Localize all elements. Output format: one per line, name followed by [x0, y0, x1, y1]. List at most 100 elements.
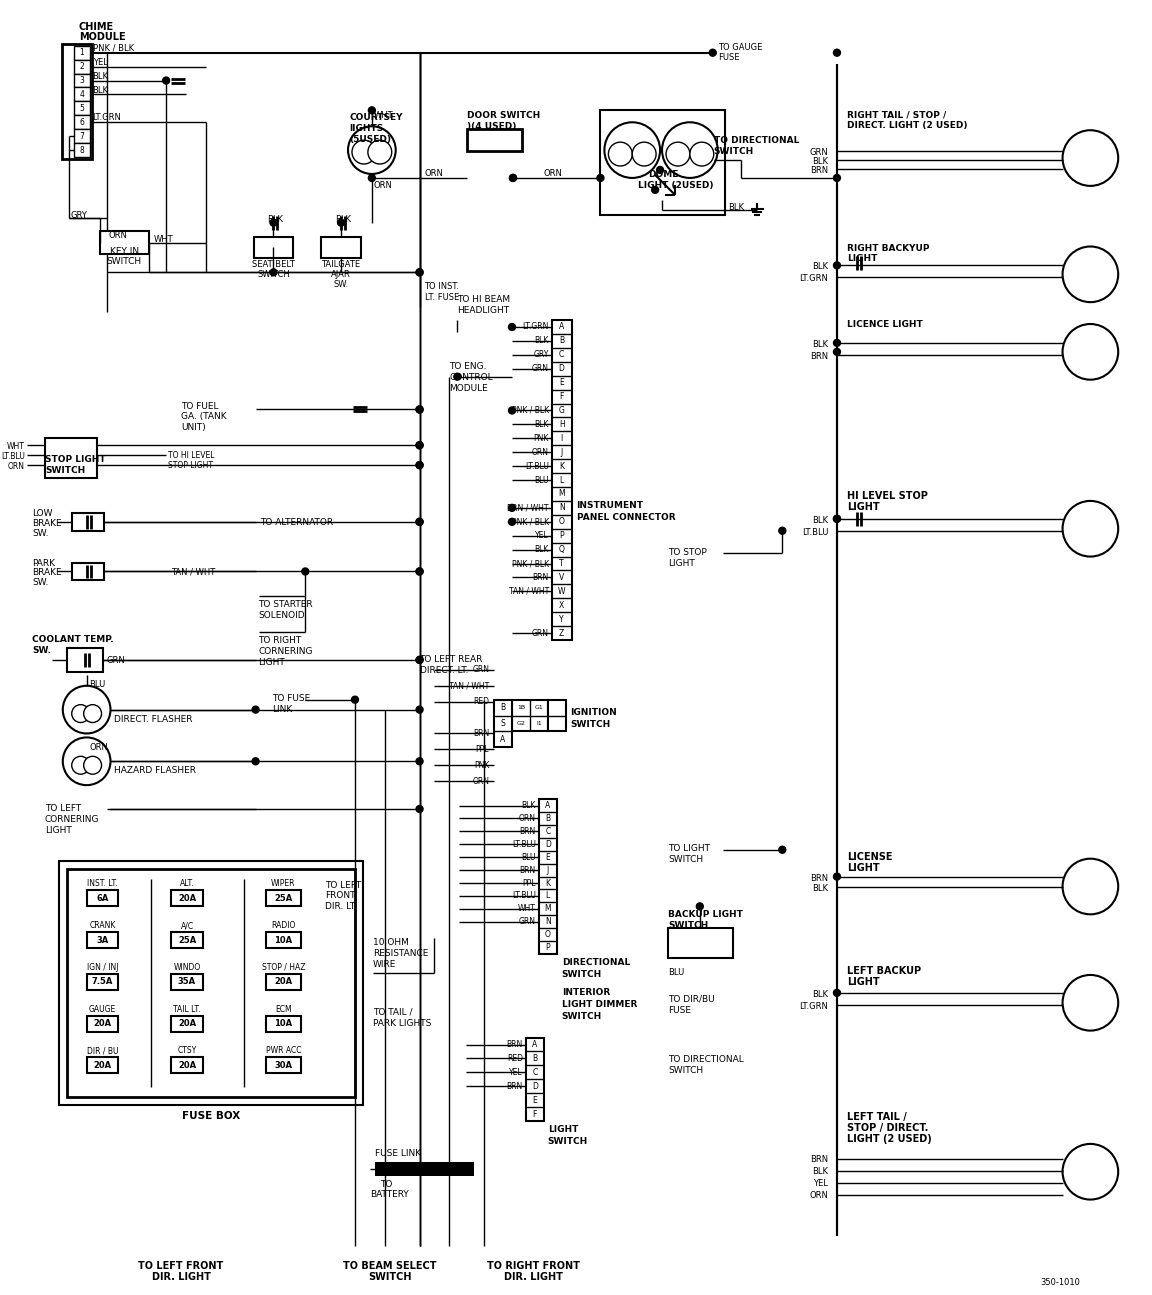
Text: E: E: [560, 378, 564, 387]
Text: C: C: [532, 1068, 538, 1077]
Text: ORN: ORN: [8, 462, 25, 471]
Text: LIGHT: LIGHT: [258, 658, 286, 667]
Text: 1B: 1B: [517, 704, 525, 710]
Text: LICENCE LIGHT: LICENCE LIGHT: [847, 320, 923, 329]
Text: GAUGE: GAUGE: [89, 1005, 116, 1014]
Text: ORN: ORN: [425, 168, 444, 177]
Text: PANEL CONNECTOR: PANEL CONNECTOR: [577, 513, 675, 522]
Circle shape: [416, 442, 423, 449]
Text: BRN: BRN: [472, 729, 490, 738]
Text: LT. FUSE: LT. FUSE: [425, 293, 458, 302]
Circle shape: [834, 262, 841, 269]
Text: CTSY: CTSY: [177, 1046, 197, 1055]
Circle shape: [351, 697, 358, 703]
Text: LIGHT (2USED): LIGHT (2USED): [638, 181, 714, 190]
Text: T: T: [560, 559, 564, 569]
Bar: [172, 1015, 203, 1032]
Bar: [539, 799, 556, 954]
Circle shape: [71, 704, 90, 723]
Text: K: K: [559, 461, 564, 470]
Circle shape: [1062, 975, 1119, 1031]
Text: (5USED): (5USED): [349, 135, 391, 144]
Text: TO: TO: [380, 1180, 392, 1189]
Text: SWITCH: SWITCH: [562, 1011, 602, 1020]
Text: TO DIRECTIONAL: TO DIRECTIONAL: [668, 1055, 744, 1064]
Circle shape: [252, 706, 259, 714]
Circle shape: [652, 186, 659, 193]
Text: C: C: [559, 351, 564, 359]
Text: BLK: BLK: [522, 802, 536, 809]
Text: SOLENOID: SOLENOID: [258, 611, 305, 620]
Bar: [86, 1015, 119, 1032]
Text: J: J: [547, 865, 548, 874]
Text: lIGHTS: lIGHTS: [349, 124, 384, 133]
Text: GRY: GRY: [533, 351, 548, 359]
Text: LIGHT: LIGHT: [847, 502, 879, 512]
Text: BLU: BLU: [522, 852, 536, 861]
Text: TO DIR/BU: TO DIR/BU: [668, 995, 714, 1004]
Circle shape: [696, 903, 704, 910]
Text: MODULE: MODULE: [78, 32, 126, 41]
Text: TO FUEL: TO FUEL: [181, 401, 219, 411]
Text: L: L: [546, 891, 550, 900]
Bar: [526, 1037, 544, 1121]
Text: TO LEFT: TO LEFT: [45, 804, 81, 813]
Text: PNK: PNK: [473, 760, 490, 769]
Text: TO RIGHT FRONT: TO RIGHT FRONT: [487, 1261, 581, 1272]
Circle shape: [71, 756, 90, 774]
Text: COOLANT TEMP.: COOLANT TEMP.: [32, 635, 114, 644]
Circle shape: [632, 142, 657, 166]
Text: LIGHT: LIGHT: [668, 558, 695, 567]
Text: 20A: 20A: [93, 1061, 112, 1070]
Text: TAN / WHT: TAN / WHT: [508, 587, 548, 596]
Circle shape: [508, 407, 515, 414]
Text: GA. (TANK: GA. (TANK: [181, 413, 227, 421]
Text: TAIL LT.: TAIL LT.: [173, 1005, 200, 1014]
Text: BRN: BRN: [810, 874, 828, 883]
Text: BLK: BLK: [728, 203, 744, 212]
Text: PNK: PNK: [533, 434, 548, 443]
Circle shape: [416, 442, 423, 449]
Text: ORN: ORN: [108, 231, 128, 240]
Text: WHT: WHT: [7, 443, 25, 451]
Circle shape: [416, 569, 423, 575]
Text: D: D: [532, 1081, 538, 1090]
Text: LEFT TAIL /: LEFT TAIL /: [847, 1112, 907, 1121]
Text: DIRECTIONAL: DIRECTIONAL: [562, 958, 630, 967]
Text: 6: 6: [79, 118, 84, 127]
Circle shape: [338, 219, 344, 227]
Bar: [62, 44, 92, 159]
Text: IGNITION: IGNITION: [570, 707, 617, 716]
Text: SWITCH: SWITCH: [668, 1066, 703, 1075]
Circle shape: [252, 758, 259, 765]
Circle shape: [834, 175, 841, 181]
Text: M: M: [545, 904, 551, 913]
Bar: [74, 101, 90, 115]
Text: 10 OHM: 10 OHM: [373, 938, 409, 947]
Text: PPL: PPL: [522, 878, 536, 887]
Text: FUSE BOX: FUSE BOX: [182, 1111, 240, 1121]
Text: DOOR SWITCH: DOOR SWITCH: [468, 111, 540, 120]
Circle shape: [416, 518, 423, 526]
Circle shape: [270, 219, 276, 227]
Circle shape: [657, 167, 664, 174]
Text: 7.5A: 7.5A: [92, 978, 113, 987]
Text: BRN: BRN: [520, 826, 536, 835]
Text: SWITCH: SWITCH: [107, 258, 142, 267]
Text: GRN: GRN: [532, 364, 548, 373]
Circle shape: [416, 657, 423, 663]
Text: ORN: ORN: [518, 815, 536, 822]
Text: K: K: [545, 878, 551, 887]
Text: I: I: [561, 434, 563, 443]
Text: RED: RED: [507, 1054, 523, 1063]
Text: SEAT BELT: SEAT BELT: [252, 260, 295, 269]
Text: 350-1010: 350-1010: [1040, 1278, 1081, 1287]
Circle shape: [63, 737, 111, 785]
Text: SW.: SW.: [32, 528, 48, 537]
Bar: [99, 231, 150, 254]
Bar: [265, 1015, 302, 1032]
Text: TO TAIL /: TO TAIL /: [373, 1008, 412, 1017]
Text: BRN: BRN: [810, 1155, 828, 1164]
Text: BLK: BLK: [335, 215, 351, 224]
Circle shape: [416, 657, 423, 663]
